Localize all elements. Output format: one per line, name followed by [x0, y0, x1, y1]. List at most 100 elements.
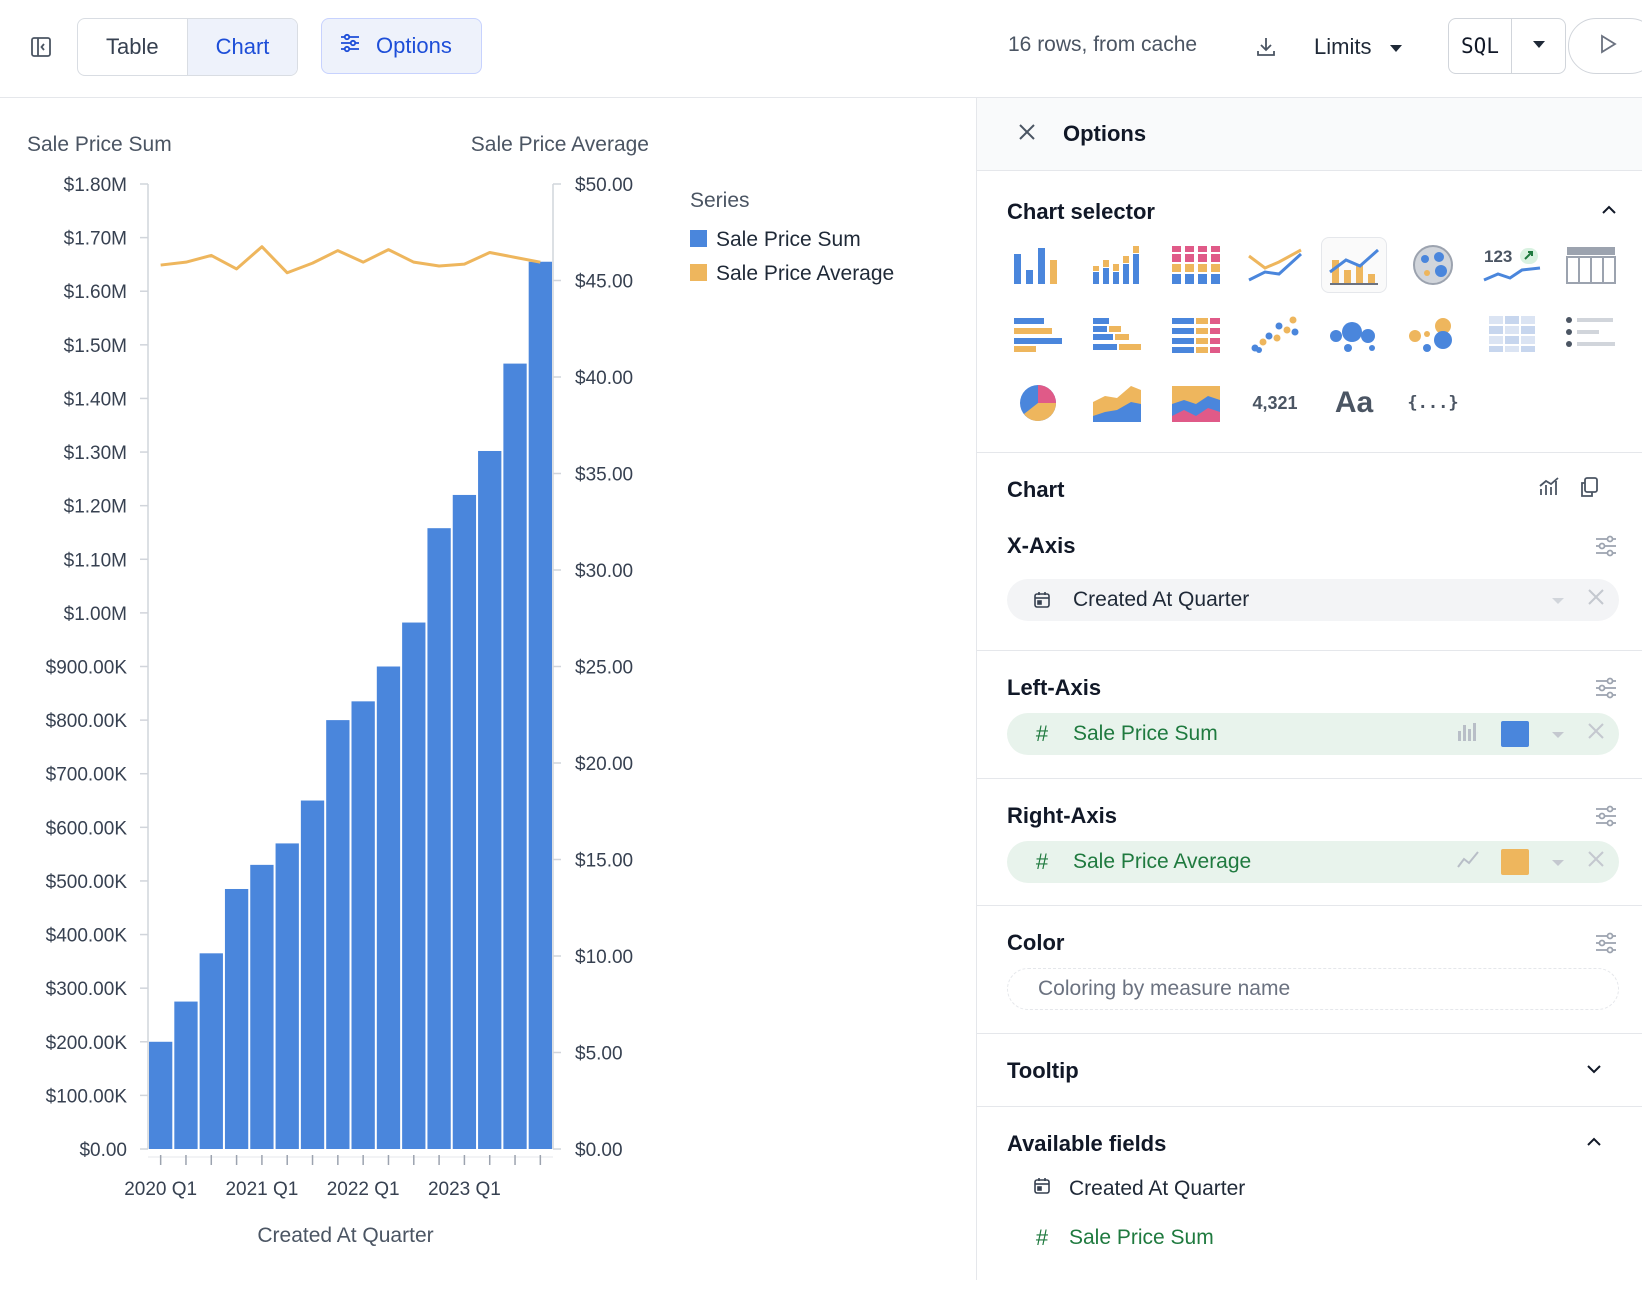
chart-type-horizontal-bar[interactable]: [1005, 306, 1071, 362]
right-tick-label: $45.00: [575, 272, 633, 293]
chart-type-kpi[interactable]: 123: [1479, 237, 1545, 293]
available-fields-title: Available fields: [1007, 1131, 1167, 1156]
left-tick-label: $1.80M: [64, 175, 127, 196]
options-panel: Options Chart selector 123: [976, 98, 1642, 1280]
chart-type-table[interactable]: [1558, 237, 1624, 293]
sliders-icon[interactable]: [1594, 932, 1618, 959]
copy-icon[interactable]: [1577, 475, 1601, 504]
left-axis-section: Left-Axis # Sale Price Sum: [977, 651, 1642, 779]
legend-title: Series: [690, 189, 750, 212]
close-icon[interactable]: [1017, 122, 1037, 147]
view-toggle: Table Chart: [77, 18, 299, 76]
chart-type-bar-line[interactable]: [1321, 237, 1387, 293]
line-series-sale-price-average: [160, 245, 541, 275]
bar-2023-q1: [452, 494, 477, 1149]
x-axis-section: X-Axis Created At Quarter: [977, 523, 1642, 651]
available-field-item[interactable]: Created At Quarter: [1033, 1177, 1245, 1201]
sliders-icon[interactable]: [1594, 805, 1618, 832]
sql-button[interactable]: SQL: [1449, 19, 1512, 73]
limits-dropdown[interactable]: Limits: [1314, 30, 1403, 64]
chart-type-map[interactable]: [1400, 237, 1466, 293]
x-axis-field[interactable]: Created At Quarter: [1007, 579, 1619, 621]
chart-settings-icon[interactable]: [1537, 475, 1561, 504]
chart-type-grid: 123 4,321 Aa {...}: [1005, 237, 1624, 431]
chevron-up-icon[interactable]: [1585, 1135, 1603, 1153]
legend-label: Sale Price Sum: [716, 228, 861, 251]
chart-type-grouped-stacked-bar[interactable]: [1163, 237, 1229, 293]
run-button[interactable]: [1568, 18, 1642, 74]
options-button[interactable]: Options: [321, 18, 482, 74]
options-panel-title: Options: [1063, 121, 1147, 146]
bar-2022-q2: [376, 666, 401, 1149]
right-tick-label: $40.00: [575, 368, 633, 389]
remove-icon[interactable]: [1587, 722, 1605, 746]
bar-2023-q2: [478, 450, 502, 1149]
right-tick-label: $0.00: [575, 1140, 623, 1161]
row-status: 16 rows, from cache: [1008, 33, 1198, 56]
chevron-up-icon[interactable]: [1600, 203, 1618, 221]
combo-chart[interactable]: Sale Price Sum Sale Price Average $0.00 $10…: [0, 98, 976, 1280]
chart-type-line[interactable]: [1242, 237, 1308, 293]
chevron-down-icon[interactable]: [1585, 1062, 1603, 1080]
bar-2020-q4: [224, 888, 249, 1149]
sql-button-group: SQL: [1448, 18, 1566, 74]
chart-type-colored-bubble[interactable]: [1400, 306, 1466, 362]
download-icon[interactable]: [1250, 30, 1282, 64]
left-tick-label: $500.00K: [46, 872, 128, 893]
chart-type-pie[interactable]: [1005, 375, 1071, 431]
series-color-swatch[interactable]: [1501, 849, 1529, 875]
left-tick-label: $900.00K: [46, 658, 128, 679]
remove-icon[interactable]: [1587, 588, 1605, 612]
series-color-swatch[interactable]: [1501, 721, 1529, 747]
left-tick-label: $100.00K: [46, 1086, 128, 1107]
left-tick-label: $1.30M: [64, 443, 127, 464]
tooltip-section[interactable]: Tooltip: [977, 1034, 1642, 1107]
left-axis-field[interactable]: # Sale Price Sum: [1007, 713, 1619, 755]
tab-table[interactable]: Table: [106, 34, 159, 59]
chart-type-number[interactable]: 4,321: [1242, 375, 1308, 431]
chart-type-bubble[interactable]: [1321, 306, 1387, 362]
color-title: Color: [1007, 930, 1065, 955]
chart-type-heatmap[interactable]: [1479, 306, 1545, 362]
bar-2020-q1: [149, 1041, 173, 1149]
x-axis-title: Created At Quarter: [257, 1224, 433, 1247]
left-axis-title: Sale Price Sum: [27, 133, 172, 156]
available-fields-section: Available fields Created At Quarter # Sa…: [977, 1107, 1642, 1307]
chevron-down-icon: [1532, 37, 1546, 55]
chart-type-stacked-horizontal-bar[interactable]: [1084, 306, 1150, 362]
hash-icon: #: [1035, 1225, 1049, 1250]
chart-type-bar[interactable]: [1005, 237, 1071, 293]
chart-type-scatter[interactable]: [1242, 306, 1308, 362]
chart-type-text[interactable]: Aa: [1321, 375, 1387, 431]
right-tick-label: $5.00: [575, 1044, 623, 1065]
hash-icon: #: [1035, 849, 1049, 874]
available-field-item[interactable]: # Sale Price Sum: [1033, 1225, 1214, 1251]
right-axis-field[interactable]: # Sale Price Average: [1007, 841, 1619, 883]
bar-chart-icon[interactable]: [1457, 721, 1479, 747]
sliders-icon[interactable]: [1594, 535, 1618, 562]
chevron-down-icon[interactable]: [1551, 850, 1565, 874]
legend-swatch: [690, 264, 707, 281]
color-dropzone[interactable]: Coloring by measure name: [1007, 968, 1619, 1010]
tab-chart[interactable]: Chart: [186, 19, 298, 75]
sql-dropdown-button[interactable]: [1512, 19, 1565, 73]
chart-type-stacked-area[interactable]: [1163, 375, 1229, 431]
sidebar-toggle-icon[interactable]: [24, 30, 58, 64]
chart-type-area[interactable]: [1084, 375, 1150, 431]
chart-type-stacked-bar[interactable]: [1084, 237, 1150, 293]
sliders-icon[interactable]: [1594, 677, 1618, 704]
chart-type-grouped-horizontal-bar[interactable]: [1163, 306, 1229, 362]
chevron-down-icon[interactable]: [1551, 588, 1565, 612]
left-tick-label: $600.00K: [46, 818, 128, 839]
line-chart-icon[interactable]: [1457, 849, 1479, 875]
remove-icon[interactable]: [1587, 850, 1605, 874]
left-axis-title: Left-Axis: [1007, 675, 1102, 700]
chevron-down-icon[interactable]: [1551, 722, 1565, 746]
bar-2023-q3: [503, 363, 527, 1149]
chart-type-list[interactable]: [1558, 306, 1624, 362]
x-tick-label: 2021 Q1: [225, 1179, 298, 1200]
x-axis-field-label: Created At Quarter: [1073, 588, 1250, 611]
left-tick-label: $200.00K: [46, 1033, 128, 1054]
options-label: Options: [376, 33, 452, 58]
chart-type-json[interactable]: {...}: [1400, 375, 1466, 431]
